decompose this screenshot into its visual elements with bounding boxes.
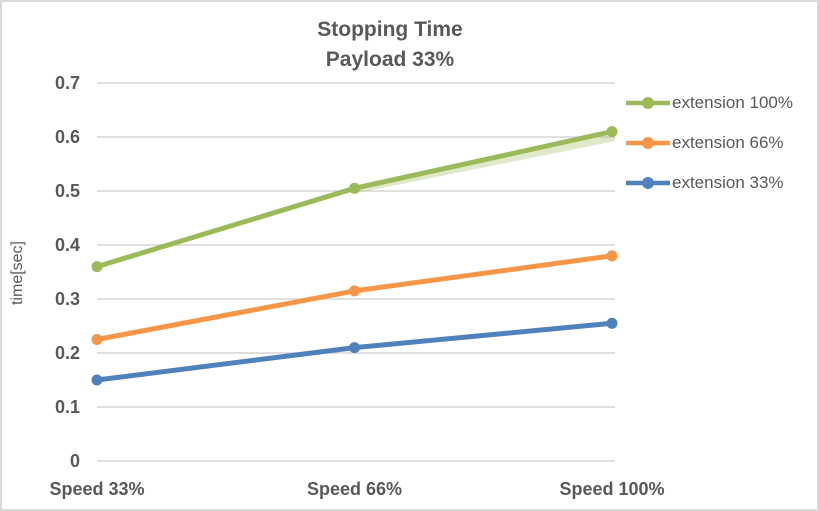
x-category-label: Speed 33% [49,479,145,499]
data-point-extension-66- [349,285,360,297]
legend: extension 100% extension 66% extension 33% [626,83,817,203]
data-point-extension-33- [606,317,618,329]
chart-title: Stopping Time Payload 33% [2,15,778,75]
legend-label: extension 100% [672,93,793,112]
y-tick-label: 0.2 [54,343,80,363]
data-point-extension-66- [606,250,618,262]
y-tick-label: 0.4 [54,235,80,255]
data-point-extension-100- [606,126,618,138]
data-point-extension-100- [349,182,360,194]
data-point-extension-33- [349,342,360,354]
y-tick-label: 0.1 [54,397,80,417]
data-point-extension-66- [91,334,103,345]
y-tick-label: 0 [69,451,80,471]
x-category-label: Speed 66% [306,479,403,499]
data-point-extension-100- [91,261,103,273]
y-tick-label: 0.7 [54,73,80,93]
legend-item-extension-66-: extension 66% [626,123,817,163]
legend-label: extension 33% [672,173,784,192]
legend-dot-icon [642,137,654,149]
x-category-label: Speed 100% [559,479,665,499]
data-point-extension-33- [91,374,103,386]
y-tick-label: 0.6 [54,127,80,147]
legend-marker-icon [626,177,670,189]
y-tick-label: 0.3 [54,289,80,309]
legend-item-extension-33-: extension 33% [626,163,817,203]
legend-marker-icon [626,137,670,149]
legend-dot-icon [642,97,654,109]
legend-label: extension 66% [672,133,784,152]
legend-dot-icon [642,177,654,189]
legend-marker-icon [626,97,670,109]
chart-title-line2: Payload 33% [325,48,455,71]
y-tick-label: 0.5 [54,181,80,201]
chart-title-line1: Stopping Time [317,18,463,41]
series-line-extension-66- [94,253,615,342]
legend-item-extension-100-: extension 100% [626,83,817,123]
